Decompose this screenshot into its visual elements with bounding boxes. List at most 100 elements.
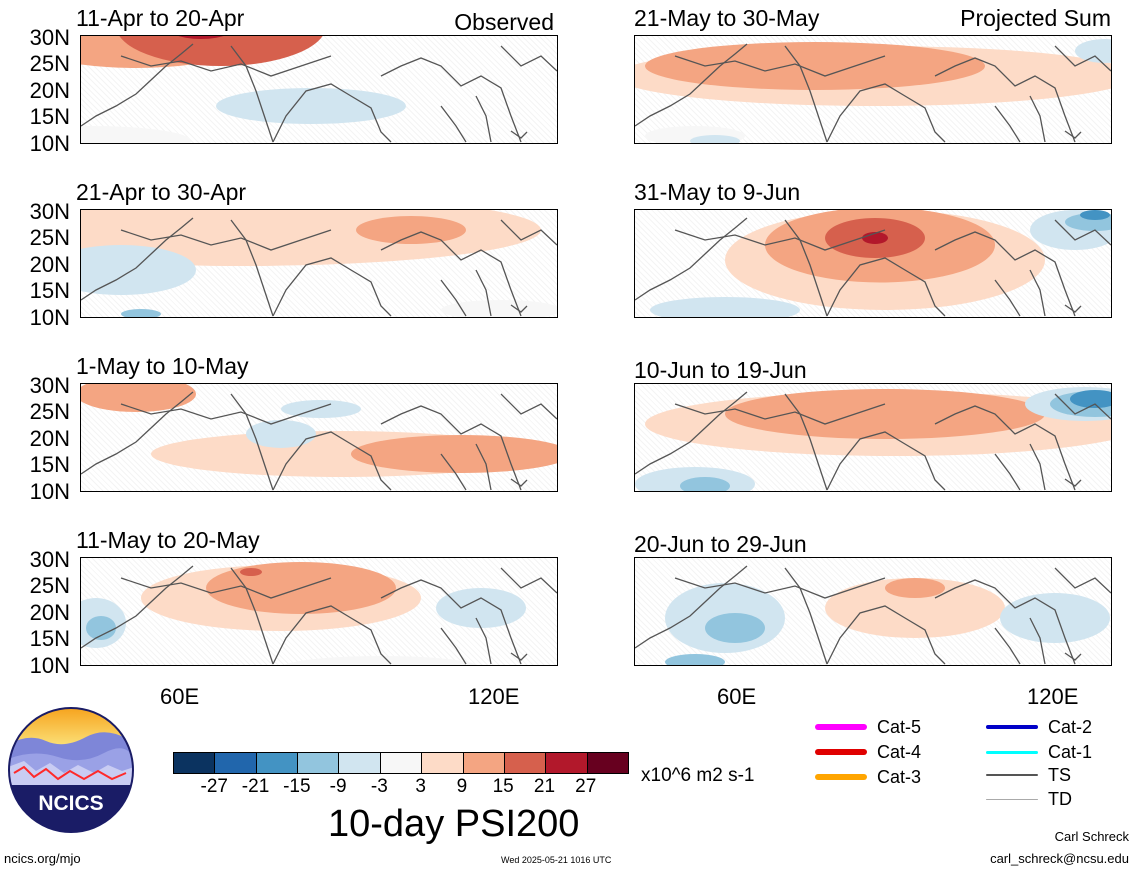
logo-text: NCICS bbox=[38, 792, 103, 815]
coastline bbox=[510, 478, 528, 487]
coastline bbox=[440, 453, 467, 491]
coastline bbox=[500, 45, 557, 72]
legend-label: TD bbox=[1048, 788, 1072, 809]
coastline bbox=[81, 43, 194, 127]
map-panel-4 bbox=[634, 35, 1112, 144]
legend-label: Cat-4 bbox=[877, 741, 922, 762]
footer-email: carl_schreck@ncsu.edu bbox=[990, 851, 1129, 866]
map-panel-2 bbox=[80, 383, 558, 492]
coastline bbox=[510, 304, 528, 313]
colorbar-units: x10^6 m2 s-1 bbox=[641, 765, 755, 786]
panel-title: 11-May to 20-May bbox=[76, 527, 260, 553]
colorbar-tick-label: 9 bbox=[456, 776, 468, 797]
coastline bbox=[994, 279, 1021, 317]
colorbar-tick-label: -15 bbox=[283, 776, 311, 797]
lat-label: 10N bbox=[29, 653, 70, 678]
anomaly-contour bbox=[178, 36, 224, 39]
coastline bbox=[81, 391, 194, 475]
coastline bbox=[272, 431, 392, 491]
coastline bbox=[120, 55, 332, 77]
anomaly-contour bbox=[680, 477, 730, 491]
legend-cat-1: Cat-1 bbox=[986, 742, 1092, 762]
lat-label: 10N bbox=[29, 305, 70, 330]
anomaly-contour bbox=[216, 88, 406, 124]
coastline bbox=[934, 579, 1076, 665]
coastline bbox=[500, 567, 557, 594]
legend-cat-2: Cat-2 bbox=[986, 717, 1092, 737]
lon-label: 60E bbox=[717, 684, 757, 709]
anomaly-contour bbox=[121, 309, 161, 317]
panel-title: 1-May to 10-May bbox=[76, 353, 249, 379]
lat-label: 25N bbox=[29, 225, 70, 250]
coastline bbox=[500, 393, 557, 420]
colorbar-tick-label: 21 bbox=[533, 776, 556, 797]
coastline bbox=[1029, 95, 1046, 143]
panel-title: 21-Apr to 30-Apr bbox=[76, 179, 247, 205]
anomaly-contour bbox=[246, 420, 316, 448]
panel-title: 21-May to 30-May bbox=[634, 5, 820, 31]
anomaly-contour bbox=[690, 135, 740, 143]
coastline bbox=[475, 617, 492, 665]
coastline bbox=[1064, 652, 1082, 661]
colorbar-tick-label: -27 bbox=[200, 776, 228, 797]
legend-swatch bbox=[815, 774, 867, 780]
lat-label: 30N bbox=[29, 199, 70, 224]
panel-title: 31-May to 9-Jun bbox=[634, 179, 801, 205]
coastline bbox=[120, 577, 332, 599]
coastline bbox=[230, 567, 274, 665]
map-panel-6 bbox=[634, 383, 1112, 492]
colorbar-tick-label: -21 bbox=[241, 776, 270, 797]
coastline bbox=[1029, 443, 1046, 491]
coastline bbox=[272, 257, 392, 317]
legend-swatch bbox=[815, 749, 867, 755]
colorbar bbox=[173, 752, 629, 774]
lat-label: 25N bbox=[29, 51, 70, 76]
coastline bbox=[440, 627, 467, 665]
map-panel-3 bbox=[80, 557, 558, 666]
colorbar-swatch bbox=[463, 753, 505, 773]
lon-label: 60E bbox=[160, 684, 200, 709]
lat-label: 30N bbox=[29, 373, 70, 398]
anomaly-contour bbox=[1070, 390, 1111, 408]
coastline bbox=[934, 57, 1076, 143]
footer-author: Carl Schreck bbox=[1054, 829, 1129, 844]
coastline bbox=[784, 393, 828, 491]
colorbar-tick-label: 15 bbox=[492, 776, 514, 797]
coastline bbox=[475, 269, 492, 317]
lon-label: 120E bbox=[1027, 684, 1079, 709]
coastline bbox=[230, 393, 274, 491]
anomaly-contour bbox=[86, 616, 116, 640]
figure-title: 10-day PSI200 bbox=[328, 803, 580, 845]
legend-cat-3: Cat-3 bbox=[815, 767, 921, 787]
legend-label: Cat-2 bbox=[1048, 716, 1093, 737]
anomaly-contour bbox=[1080, 210, 1110, 220]
legend-swatch bbox=[986, 774, 1038, 776]
coastline bbox=[784, 219, 828, 317]
legend-cat-5: Cat-5 bbox=[815, 717, 921, 737]
anomaly-contour bbox=[825, 578, 1005, 638]
anomaly-contour bbox=[284, 656, 478, 665]
coastline bbox=[1054, 567, 1111, 594]
lat-label: 20N bbox=[29, 426, 70, 451]
anomaly-contour bbox=[1000, 593, 1110, 643]
anomaly-contour bbox=[281, 400, 361, 418]
coastline bbox=[272, 605, 392, 665]
anomaly-contour bbox=[351, 435, 557, 473]
lat-label: 15N bbox=[29, 104, 70, 129]
coastline bbox=[784, 45, 828, 143]
map-panel-5 bbox=[634, 209, 1112, 318]
coastline bbox=[826, 605, 946, 665]
coastline bbox=[380, 579, 522, 665]
legend-swatch bbox=[986, 750, 1038, 754]
coastline bbox=[826, 431, 946, 491]
coastline bbox=[500, 219, 557, 246]
colorbar-tick-label: 27 bbox=[575, 776, 597, 797]
lat-label: 15N bbox=[29, 626, 70, 651]
coastline bbox=[1029, 269, 1046, 317]
anomaly-contour bbox=[885, 578, 945, 598]
map-panel-0 bbox=[80, 35, 558, 144]
coastline bbox=[784, 567, 828, 665]
coastline bbox=[826, 257, 946, 317]
coastline bbox=[1064, 478, 1082, 487]
coastline bbox=[230, 219, 274, 317]
